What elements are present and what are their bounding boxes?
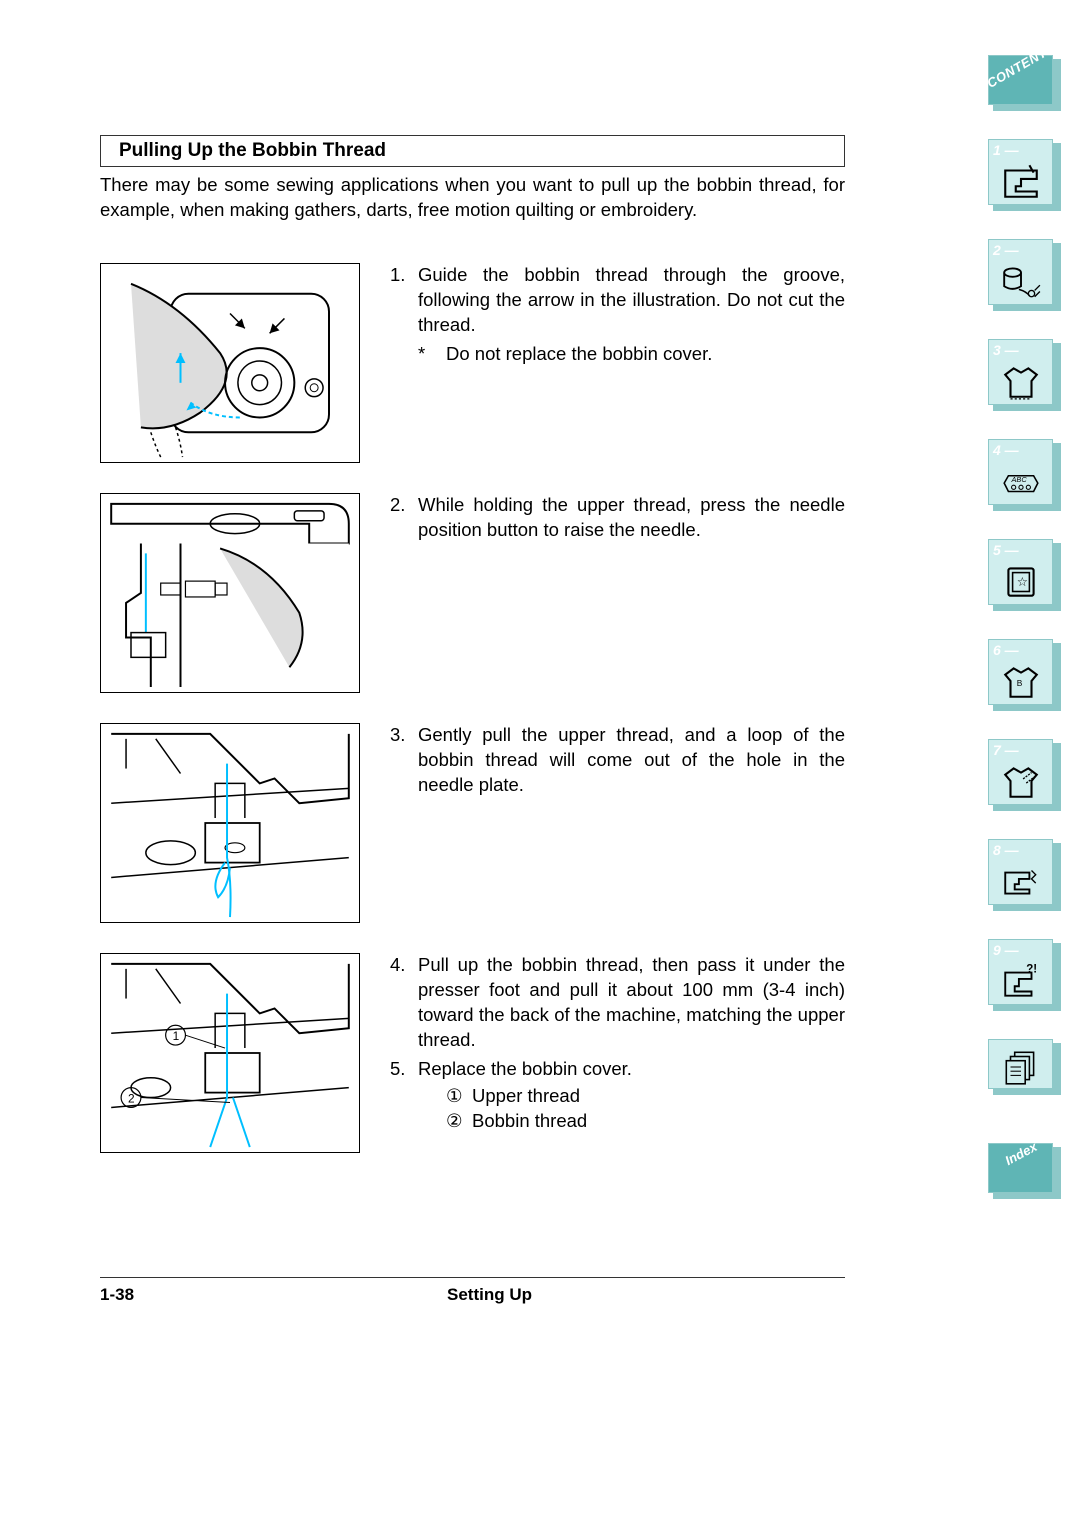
tab-8[interactable]: 8 —	[988, 839, 1057, 909]
shirt-icon	[1000, 360, 1042, 402]
tab-appendix[interactable]	[988, 1039, 1057, 1093]
tab-5-num: 5 —	[993, 542, 1019, 558]
tab-6-num: 6 —	[993, 642, 1019, 658]
step-1-figure	[100, 263, 360, 463]
step-2-num: 2.	[390, 493, 418, 543]
sewing-machine-decor-icon	[1000, 860, 1042, 902]
page-number: 1-38	[100, 1285, 134, 1305]
intro-text: There may be some sewing applications wh…	[100, 173, 845, 223]
sewing-machine-icon	[1000, 160, 1042, 202]
tab-contents-label: CONTENTS	[984, 40, 1057, 91]
step-1-row: 1. Guide the bobbin thread through the g…	[100, 263, 845, 463]
step-2-text: 2. While holding the upper thread, press…	[390, 493, 845, 543]
tab-7-num: 7 —	[993, 742, 1019, 758]
legend-2-label: Bobbin thread	[472, 1109, 587, 1134]
svg-text:1: 1	[173, 1029, 180, 1043]
step-1-num: 1.	[390, 263, 418, 338]
tab-9-num: 9 —	[993, 942, 1019, 958]
svg-text:B: B	[1016, 678, 1022, 688]
tab-3[interactable]: 3 —	[988, 339, 1057, 409]
legend-2-mark: ②	[446, 1109, 464, 1134]
thread-spool-icon	[1000, 260, 1042, 302]
svg-text:☆: ☆	[1016, 575, 1027, 589]
shirt-design-icon: B	[1000, 660, 1042, 702]
step-1-bullet-mark: *	[418, 342, 446, 367]
svg-text:ABC: ABC	[1010, 475, 1027, 484]
tab-6[interactable]: 6 — B	[988, 639, 1057, 709]
tab-3-num: 3 —	[993, 342, 1019, 358]
step-3-figure	[100, 723, 360, 923]
step-1-bullet-text: Do not replace the bobbin cover.	[446, 342, 712, 367]
step-4-text: 4. Pull up the bobbin thread, then pass …	[390, 953, 845, 1134]
tab-2[interactable]: 2 —	[988, 239, 1057, 309]
step-4-figure: 1 2	[100, 953, 360, 1153]
tab-index[interactable]: Index	[988, 1143, 1057, 1197]
legend-1-mark: ①	[446, 1084, 464, 1109]
step-2-body: While holding the upper thread, press th…	[418, 493, 845, 543]
svg-text:?!: ?!	[1026, 964, 1037, 976]
step-3-text: 3. Gently pull the upper thread, and a l…	[390, 723, 845, 798]
step-3-num: 3.	[390, 723, 418, 798]
shirt-applique-icon	[1000, 760, 1042, 802]
step-1-text: 1. Guide the bobbin thread through the g…	[390, 263, 845, 367]
step-3-row: 3. Gently pull the upper thread, and a l…	[100, 723, 845, 923]
step-2-figure	[100, 493, 360, 693]
svg-text:2: 2	[128, 1091, 135, 1105]
embroidery-frame-icon: ☆	[1000, 560, 1042, 602]
subsection-title: Pulling Up the Bobbin Thread	[119, 140, 386, 161]
tab-1[interactable]: 1 —	[988, 139, 1057, 209]
legend-1-label: Upper thread	[472, 1084, 580, 1109]
tab-4-num: 4 —	[993, 442, 1019, 458]
abc-pattern-icon: ABC	[1000, 460, 1042, 502]
step-1-body: Guide the bobbin thread through the groo…	[418, 263, 845, 338]
step-4-num: 4.	[390, 953, 418, 1053]
legend: ① Upper thread ② Bobbin thread	[390, 1084, 845, 1134]
sewing-machine-help-icon: ?!	[1000, 960, 1042, 1002]
step-4-body: Pull up the bobbin thread, then pass it …	[418, 953, 845, 1053]
pages-icon	[1000, 1046, 1042, 1088]
tab-contents[interactable]: CONTENTS	[988, 55, 1057, 109]
step-4-row: 1 2 4. Pull up the bobbin thread, then p…	[100, 953, 845, 1153]
tab-2-num: 2 —	[993, 242, 1019, 258]
tab-8-num: 8 —	[993, 842, 1019, 858]
step-2-row: 2. While holding the upper thread, press…	[100, 493, 845, 693]
footer: 1-38 Setting Up	[100, 1285, 845, 1305]
step-5-body: Replace the bobbin cover.	[418, 1057, 632, 1082]
tab-4[interactable]: 4 — ABC	[988, 439, 1057, 509]
section-name: Setting Up	[447, 1285, 532, 1305]
subsection-header: Pulling Up the Bobbin Thread	[100, 135, 845, 167]
tab-1-num: 1 —	[993, 142, 1019, 158]
tab-9[interactable]: 9 — ?!	[988, 939, 1057, 1009]
tab-7[interactable]: 7 —	[988, 739, 1057, 809]
tab-5[interactable]: 5 — ☆	[988, 539, 1057, 609]
step-5-num: 5.	[390, 1057, 418, 1082]
sidebar-tabs: CONTENTS 1 — 2 — 3 — 4 —	[988, 55, 1060, 1197]
tab-index-label: Index	[1002, 1139, 1039, 1168]
footer-line	[100, 1277, 845, 1278]
step-3-body: Gently pull the upper thread, and a loop…	[418, 723, 845, 798]
